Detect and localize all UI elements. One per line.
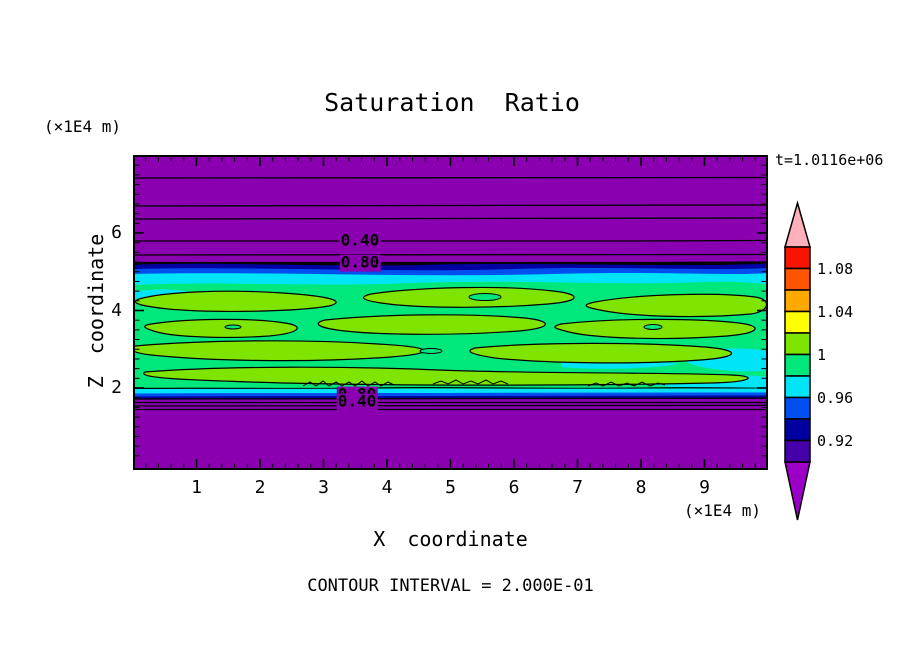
y-tick-label: 6 [111,222,122,243]
colorbar-tick-label: 0.92 [817,431,854,450]
upper-contour-lines [133,176,768,265]
colorbar [784,200,811,521]
time-annotation: t=1.0116e+06 [775,151,884,169]
y-tick-label: 2 [111,377,122,398]
contour-label: 0.40 [336,391,378,411]
lower-transition-bands [133,386,768,411]
colorbar-arrow-top [784,200,811,248]
x-axis-unit: (×1E4 m) [684,501,762,520]
x-tick-label: 9 [699,477,710,498]
x-tick-label: 4 [381,477,393,498]
colorbar-segment-blue [784,396,811,420]
colorbar-segment-orangered [784,267,811,291]
colorbar-segment-orange [784,289,811,313]
plot-title: Saturation Ratio [324,88,580,117]
x-tick-label: 3 [318,477,329,498]
x-tick-label: 2 [254,477,266,498]
contour-plot [133,155,768,470]
saturation-field-blobs [133,286,768,386]
colorbar-arrow-bottom [784,461,811,521]
axis-ticks [135,157,766,468]
colorbar-segments [784,246,811,463]
x-tick-label: 6 [508,477,520,498]
colorbar-tick-label: 1.04 [817,302,854,321]
y-axis-unit: (×1E4 m) [44,117,122,136]
x-tick-label: 7 [572,477,583,498]
colorbar-segment-darkviolet [784,439,811,463]
colorbar-segment-springgreen [784,353,811,377]
contour-label: 0.80 [339,252,381,272]
colorbar-segment-chartreuse [784,332,811,356]
contour-interval-note: CONTOUR INTERVAL = 2.000E-01 [307,576,594,596]
colorbar-segment-cyan [784,375,811,399]
x-tick-label: 5 [445,477,456,498]
colorbar-tick-label: 1 [817,345,827,364]
colorbar-segment-red [784,246,811,270]
colorbar-segment-yellow [784,310,811,334]
bottom-scribble-contours [302,379,666,387]
x-tick-label: 8 [635,477,647,498]
colorbar-tick-label: 1.08 [817,259,854,278]
colorbar-segment-navy [784,418,811,442]
contour-label: 0.40 [339,230,381,250]
x-tick-label: 1 [191,477,202,498]
plot-border [133,155,768,470]
y-tick-label: 4 [111,299,122,321]
colorbar-tick-label: 0.96 [817,388,854,407]
x-axis-label: X coordinate [373,527,528,551]
